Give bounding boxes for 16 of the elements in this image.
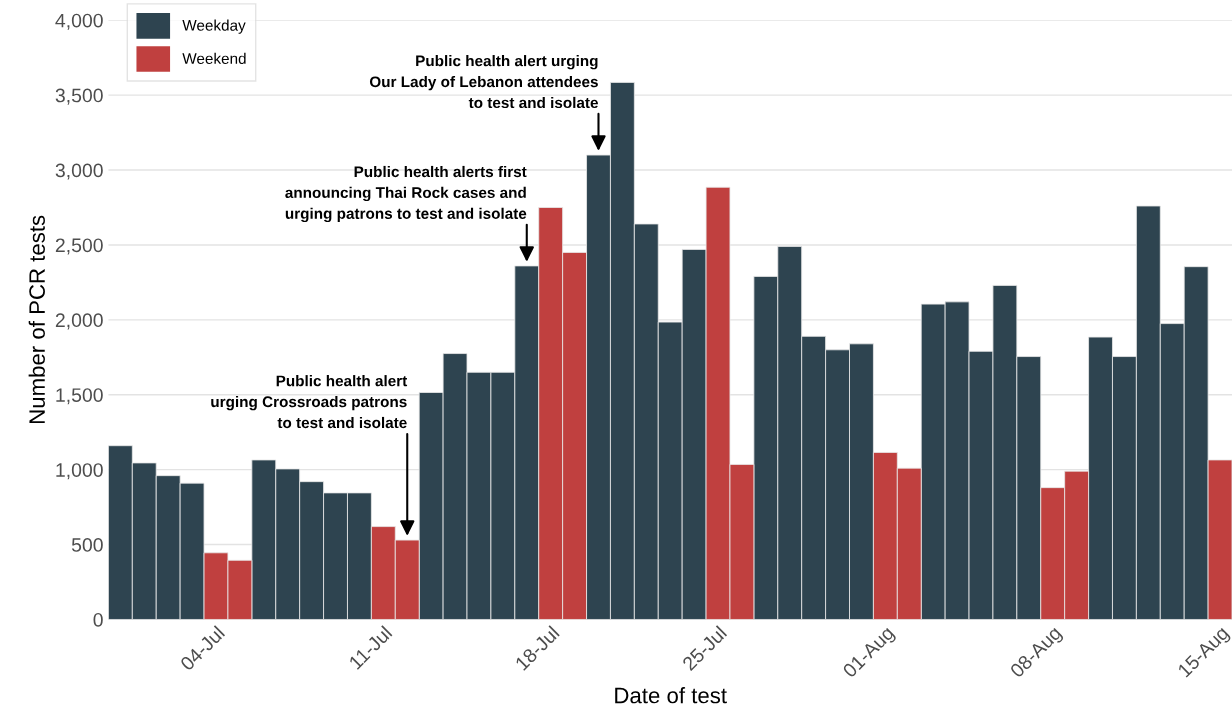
annotation: Public health alerts first announcing Thai Rock cases and urging patrons to test and isolate	[285, 165, 527, 223]
y-tick-label: 2,500	[55, 238, 103, 255]
y-tick-label: 0	[93, 612, 103, 627]
y-tick-label: 4,000	[55, 13, 103, 30]
y-tick-label: 3,500	[55, 88, 103, 105]
y-tick-label: 500	[71, 538, 103, 552]
y-tick-label: 1,000	[56, 463, 103, 480]
y-tick-label: 3,000	[55, 163, 103, 180]
y-tick-label: 2,000	[55, 313, 103, 330]
y-axis-title: Number of PCR tests	[28, 215, 45, 423]
legend-label: Weekday	[182, 19, 246, 34]
annotation: Public health alert urging Crossroads patrons to test and isolate	[211, 375, 408, 429]
x-axis-title: Date of test	[615, 687, 727, 704]
annotation: Public health alert urging Our Lady of Lebanon attendees to test and isolate	[369, 55, 598, 109]
y-tick-label: 1,500	[56, 388, 103, 405]
legend-label: Weekend	[182, 52, 246, 64]
